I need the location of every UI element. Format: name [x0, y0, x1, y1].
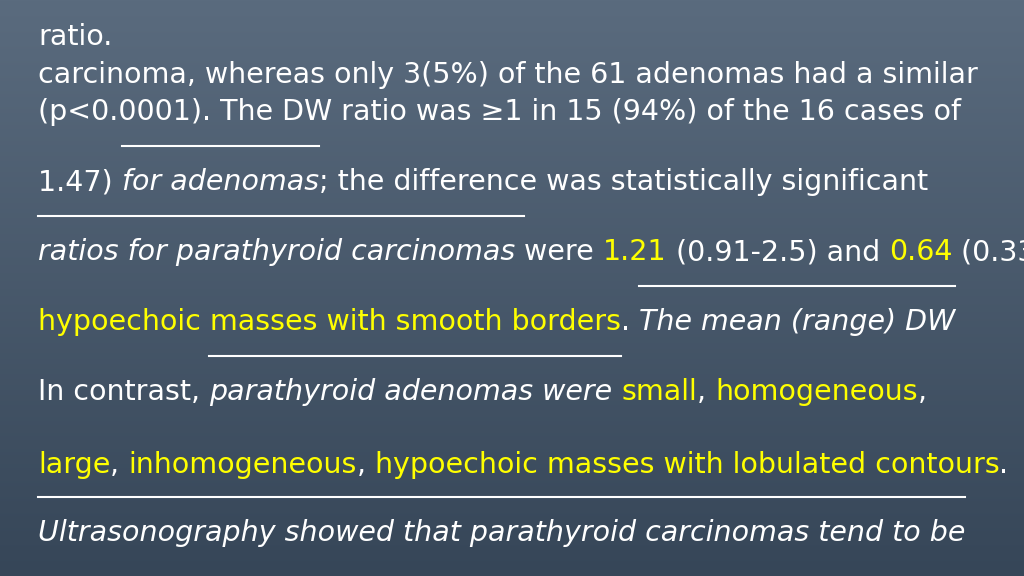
Text: 1.21: 1.21: [603, 238, 667, 266]
Text: In contrast,: In contrast,: [38, 378, 209, 406]
Text: ,: ,: [697, 378, 715, 406]
Text: ,: ,: [356, 451, 375, 479]
Text: were: were: [524, 238, 603, 266]
Text: .: .: [621, 308, 639, 336]
Text: inhomogeneous: inhomogeneous: [128, 451, 356, 479]
Text: ; the difference was statistically significant: ; the difference was statistically signi…: [318, 168, 928, 196]
Text: parathyroid adenomas were: parathyroid adenomas were: [209, 378, 622, 406]
Text: (0.91-2.5) and: (0.91-2.5) and: [667, 238, 889, 266]
Text: hypoechoic masses with smooth borders: hypoechoic masses with smooth borders: [38, 308, 621, 336]
Text: homogeneous: homogeneous: [715, 378, 918, 406]
Text: ,: ,: [111, 451, 128, 479]
Text: ratios for parathyroid carcinomas: ratios for parathyroid carcinomas: [38, 238, 524, 266]
Text: carcinoma, whereas only 3(5%) of the 61 adenomas had a similar: carcinoma, whereas only 3(5%) of the 61 …: [38, 61, 978, 89]
Text: small: small: [622, 378, 697, 406]
Text: The mean (range) DW: The mean (range) DW: [639, 308, 955, 336]
Text: Ultrasonography showed that parathyroid carcinomas tend to be: Ultrasonography showed that parathyroid …: [38, 519, 966, 547]
Text: 0.64: 0.64: [889, 238, 952, 266]
Text: 1.47): 1.47): [38, 168, 122, 196]
Text: large: large: [38, 451, 111, 479]
Text: ratio.: ratio.: [38, 23, 113, 51]
Text: .: .: [999, 451, 1009, 479]
Text: hypoechoic masses with lobulated contours: hypoechoic masses with lobulated contour…: [375, 451, 999, 479]
Text: (p<0.0001). The DW ratio was ≥1 in 15 (94%) of the 16 cases of: (p<0.0001). The DW ratio was ≥1 in 15 (9…: [38, 98, 961, 126]
Text: for adenomas: for adenomas: [122, 168, 318, 196]
Text: (0.33-: (0.33-: [952, 238, 1024, 266]
Text: ,: ,: [918, 378, 927, 406]
